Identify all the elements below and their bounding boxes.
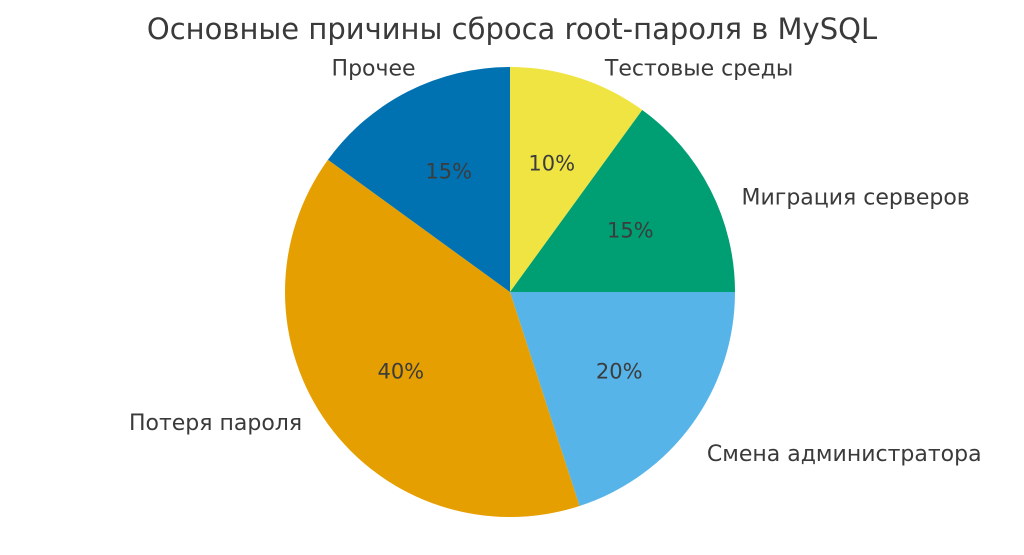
pie-category-labels: Тестовые среды Миграция серверов Смена адм…: [129, 56, 982, 467]
pie-category-label-2: Миграция серверов: [742, 186, 970, 211]
pie-slice-5: [327, 67, 510, 292]
pie-percent-label-3: 20%: [596, 359, 643, 383]
pie-slices: [284, 67, 735, 518]
pie-percent-label-2: 15%: [607, 219, 654, 243]
pie-slice-4: [284, 159, 580, 518]
pie-category-label-5: Прочее: [332, 57, 416, 82]
pie-percent-label-4: 40%: [377, 359, 424, 383]
pie-category-label-4: Потеря пароля: [129, 411, 302, 436]
pie-slice-1: [510, 67, 643, 292]
chart-title: Основные причины сброса root-пароля в My…: [147, 12, 877, 46]
pie-slice-3: [510, 292, 735, 506]
pie-category-label-3: Смена администратора: [707, 442, 982, 467]
pie-percent-labels: 10% 15% 20% 40% 15%: [377, 152, 653, 384]
pie-percent-label-1: 10%: [528, 152, 575, 176]
pie-category-label-1: Тестовые среды: [604, 56, 793, 81]
pie-percent-label-5: 15%: [425, 160, 472, 184]
pie-slice-2: [510, 109, 735, 292]
